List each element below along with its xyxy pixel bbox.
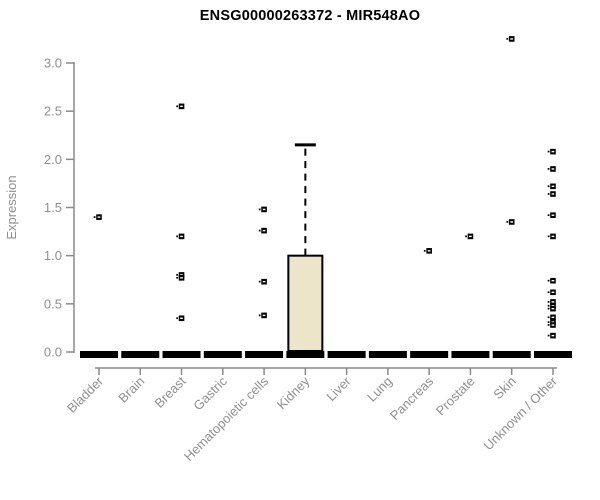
y-tick-label: 0.0 <box>44 345 62 360</box>
data-point-tick <box>506 221 509 223</box>
data-point-tick <box>258 229 261 232</box>
data-point-tick <box>258 208 261 211</box>
x-tick-label: Skin <box>490 374 518 402</box>
data-point-tick <box>547 304 550 307</box>
median-bar <box>533 351 572 358</box>
data-point-notch <box>427 250 431 252</box>
median-bar <box>121 351 160 358</box>
median-bar <box>80 351 118 358</box>
data-point-notch <box>551 214 555 216</box>
data-point-notch <box>510 38 513 40</box>
data-point-notch <box>551 301 555 303</box>
data-point-tick <box>547 235 550 238</box>
data-point-notch <box>551 305 555 307</box>
box <box>287 254 324 352</box>
data-point-tick <box>258 314 261 317</box>
data-point-tick <box>547 150 550 153</box>
data-point-tick <box>547 301 550 303</box>
x-tick-label: Breast <box>151 373 188 410</box>
x-tick-label: Lung <box>364 374 395 405</box>
data-point-notch <box>180 105 183 108</box>
x-tick-label: Brain <box>115 374 147 406</box>
data-point-tick <box>547 291 550 294</box>
data-point-tick <box>423 249 426 252</box>
data-point-tick <box>547 279 550 282</box>
y-tick-label: 1.0 <box>44 248 62 263</box>
data-point-tick <box>465 235 467 238</box>
data-point-notch <box>180 235 183 238</box>
data-point-notch <box>551 316 555 319</box>
data-point-notch <box>551 324 555 326</box>
chart-title: ENSG00000263372 - MIR548AO <box>199 8 421 24</box>
data-point-tick <box>547 316 550 319</box>
median-bar <box>368 351 407 358</box>
data-point-notch <box>469 235 472 238</box>
data-point-tick <box>176 274 179 276</box>
x-tick-label: Kidney <box>274 373 313 412</box>
data-point-tick <box>547 168 550 170</box>
data-point-notch <box>551 321 555 323</box>
x-tick-label: Liver <box>323 373 354 404</box>
x-tick-label: Gastric <box>190 373 230 413</box>
data-point-notch <box>551 307 555 310</box>
data-point-tick <box>547 307 550 310</box>
data-point-notch <box>551 185 555 188</box>
data-point-tick <box>176 235 179 238</box>
data-point-tick <box>93 216 96 218</box>
data-point-notch <box>551 280 555 282</box>
y-tick-label: 2.5 <box>44 104 62 119</box>
data-point-notch <box>262 208 266 211</box>
data-point-notch <box>262 280 266 283</box>
data-point-notch <box>180 277 183 279</box>
median-bar <box>245 351 284 358</box>
data-point-notch <box>180 317 183 319</box>
data-point-notch <box>551 235 555 238</box>
data-point-tick <box>547 324 550 326</box>
data-point-tick <box>547 214 550 217</box>
median-bar <box>410 351 449 358</box>
data-point-tick <box>258 280 261 283</box>
y-tick-label: 2.0 <box>44 152 62 167</box>
data-point-notch <box>262 229 266 232</box>
data-point-notch <box>510 221 513 223</box>
data-point-notch <box>551 150 555 153</box>
median-bar <box>203 351 242 358</box>
data-point-tick <box>547 193 550 195</box>
median-bar <box>327 351 366 358</box>
median-bar <box>492 351 531 358</box>
y-tick-label: 3.0 <box>44 56 62 71</box>
data-point-notch <box>551 193 555 195</box>
data-point-notch <box>551 291 555 293</box>
data-point-tick <box>506 38 509 40</box>
data-point-tick <box>176 317 179 320</box>
data-point-notch <box>262 314 266 317</box>
data-point-notch <box>551 334 555 337</box>
data-point-tick <box>547 185 550 188</box>
y-axis-title: Expression <box>4 175 19 239</box>
x-tick-label: Pancreas <box>387 373 437 423</box>
median-bar <box>286 351 325 358</box>
median-bar <box>162 351 201 358</box>
data-point-notch <box>180 274 183 276</box>
data-point-notch <box>551 168 555 170</box>
data-point-tick <box>547 334 550 337</box>
data-point-tick <box>176 105 179 108</box>
median-bar <box>451 351 490 358</box>
x-tick-label: Bladder <box>64 373 107 416</box>
x-tick-label: Unknown / Other <box>481 373 561 453</box>
y-tick-label: 0.5 <box>44 296 62 311</box>
y-tick-label: 1.5 <box>44 200 62 215</box>
data-point-notch <box>97 216 101 218</box>
x-tick-label: Prostate <box>433 374 478 419</box>
data-point-tick <box>547 321 550 323</box>
data-point-tick <box>176 276 179 279</box>
